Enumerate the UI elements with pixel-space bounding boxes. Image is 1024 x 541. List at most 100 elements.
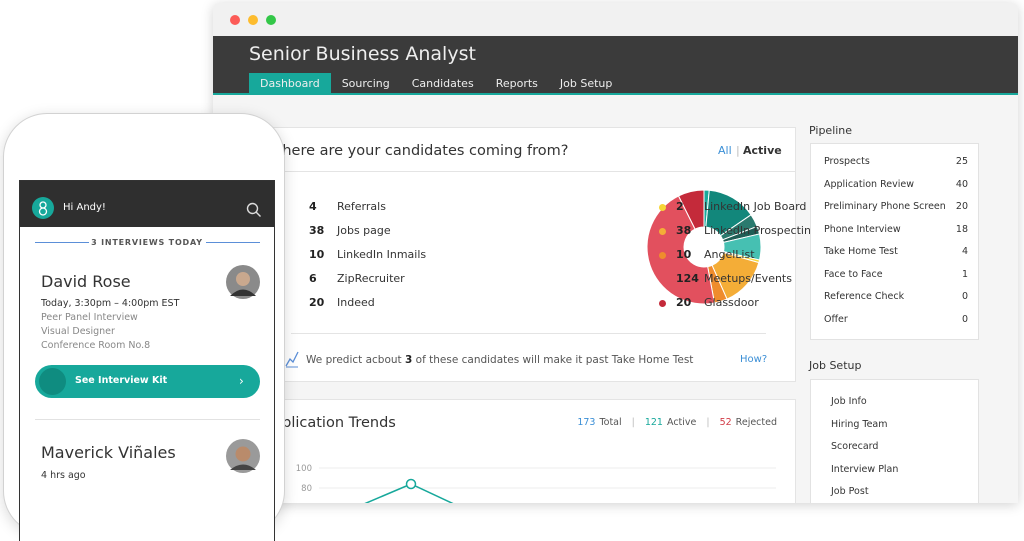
shape [246,202,259,215]
interview-time: Today, 3:30pm – 4:00pm EST [41,298,180,309]
stat-label: Rejected [735,417,777,428]
job-setup-item[interactable]: Hiring Team [831,418,888,430]
tab[interactable]: Job Setup [559,77,613,90]
zoom-dot[interactable] [266,15,276,25]
phone: Hi Andy! 3 INTERVIEWS TODAY David Rose T… [3,113,285,541]
source-count: 6 [309,272,317,285]
separator: | [706,417,710,428]
source-name: ZipRecruiter [337,272,405,285]
stage-name[interactable]: Prospects [824,156,870,167]
interview-time: 4 hrs ago [41,470,86,481]
tab[interactable]: Dashboard [249,73,331,95]
page: Senior Business Analyst Dashboard Sourcin… [3,3,1018,541]
source-name: LinkedIn Inmails [337,248,427,261]
stage-count: 0 [961,313,968,325]
source-count: 124 [676,272,699,285]
stage-name[interactable]: Phone Interview [824,223,901,235]
stage-name[interactable]: Preliminary Phone Screen [824,201,946,212]
stage-name[interactable]: Application Review [824,178,914,190]
source-count: 10 [309,248,325,261]
stage-name[interactable]: Face to Face [824,268,883,280]
trend-point [405,478,417,490]
close-dot[interactable] [230,15,240,25]
greeting: Hi Andy! [63,202,106,213]
source-count: 38 [676,224,692,237]
stage-count: 4 [961,246,968,257]
candidate-name: David Rose [41,272,131,291]
stage-name[interactable]: Reference Check [824,291,905,302]
stage-name[interactable]: Offer [824,313,848,325]
minimize-dot[interactable] [248,15,258,25]
card-title: Where are your candidates coming from? [268,143,569,159]
section-title: Pipeline [809,124,853,137]
source-count: 20 [309,296,325,309]
trend-stats: 173 Total | 121 Active | 52 Rejected [577,415,777,431]
button-icon [39,368,66,395]
interview-detail: Conference Room No.8 [41,340,151,351]
source-name: Jobs page [337,224,391,237]
job-setup-item[interactable]: Scorecard [831,441,879,452]
pipeline-box: Prospects 25 Application Review 40 Prelimina… [810,143,979,340]
donut-chart [646,189,762,305]
y-tick-label: 100 [296,464,312,474]
trend-icon [285,351,299,368]
shape [230,464,256,470]
how-link[interactable]: How? [740,354,768,365]
tab[interactable]: Candidates [411,77,474,90]
trend-line [364,483,454,503]
filter-active[interactable]: Active [743,144,782,157]
source-dot [659,251,666,259]
sources-card: Where are your candidates coming from? Al… [268,127,818,382]
prediction-text: We predict acbout [306,354,402,366]
shape [285,351,299,367]
source-count: 20 [676,296,692,309]
source-name: LinkedIn Prospecting [704,224,818,237]
chevron: › [239,374,244,388]
trends-card: 100 80 Application Trends 173 Total | 121 Acti… [263,399,796,503]
job-setup-item[interactable]: Interview Plan [831,463,899,475]
stage-name[interactable]: Take Home Test [824,246,898,257]
stat-count: 121 [644,417,663,428]
job-setup-item[interactable]: Job Info [831,396,867,407]
divider [291,333,766,334]
app-header: Senior Business Analyst Dashboard Sourcin… [213,36,1018,95]
search-icon[interactable] [246,202,262,218]
prediction-count: 3 [405,354,413,366]
rule [35,242,89,243]
stage-count: 0 [961,291,968,302]
source-dot [659,275,666,283]
interview-detail: Peer Panel Interview [41,312,138,323]
source-count: 10 [676,248,692,261]
source-name: AngelList [704,248,755,261]
job-setup-item[interactable]: Job Post [831,486,869,497]
y-tick-label: 80 [301,484,312,494]
source-name: Referrals [337,200,386,213]
divider [35,419,260,420]
tab[interactable]: Reports [495,77,538,90]
donut-segment [677,189,705,230]
filter-separator: | [736,144,740,157]
section-title: Job Setup [809,359,862,372]
tabs: Dashboard Sourcing Candidates Reports Job Se… [249,73,623,95]
shape [235,446,251,462]
tab[interactable]: Sourcing [341,77,390,90]
candidate-name: Maverick Viñales [41,443,176,462]
shape [255,211,261,217]
source-name: Indeed [337,296,375,309]
phone-header: Hi Andy! [20,181,274,227]
stat-label: Active [666,417,697,428]
shape [38,207,48,216]
filter-all[interactable]: All [718,144,732,157]
title-bar [213,3,1018,36]
source-count: 2 [676,200,684,213]
source-name: Glassdoor [704,296,759,309]
sidebar: Pipeline Prospects 25 Application Review 40 P… [808,123,988,503]
prediction-text: of these candidates will make it past Ta… [415,354,694,366]
button-label: See Interview Kit [75,375,168,386]
avatar [226,265,260,299]
shape [230,289,256,296]
rule [206,242,260,243]
section-heading: 3 INTERVIEWS TODAY [91,238,203,247]
interview-kit-button[interactable]: See Interview Kit › [35,365,260,398]
source-dot [659,203,666,211]
